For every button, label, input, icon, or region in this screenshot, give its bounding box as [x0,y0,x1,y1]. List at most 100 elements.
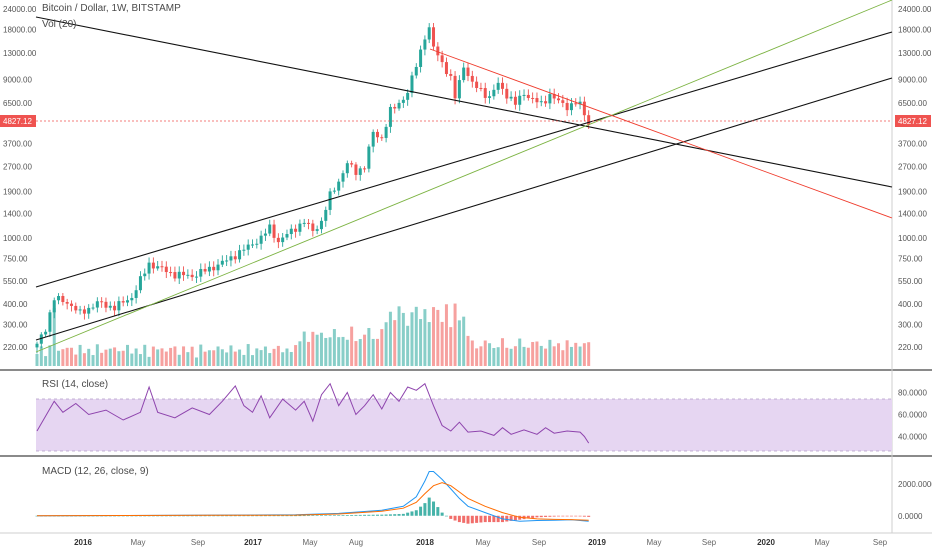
volume-bar [475,348,479,366]
volume-bar [39,346,43,366]
price-tick-left: 9000.00 [3,76,32,85]
candle-body [276,237,280,243]
volume-bar [281,352,285,366]
macd-histogram-bar [164,515,168,517]
macd-histogram-bar [479,515,483,523]
volume-bar [104,349,108,366]
candle-body [397,102,401,109]
macd-histogram-bar [307,515,311,517]
trendline-green[interactable] [35,0,893,353]
current-price-badge-left [0,115,36,127]
volume-bar [276,345,280,366]
macd-histogram-bar [410,511,414,516]
trendline-long-descending[interactable] [35,16,893,188]
volume-bar [449,327,453,366]
volume-bar [121,350,125,366]
macd-histogram-bar [354,514,358,516]
current-price-label-right: 4827.12 [898,117,927,126]
macd-histogram-bar [285,515,289,517]
macd-histogram-bar [324,515,328,516]
candle-body [242,249,246,251]
macd-histogram-bar [190,515,194,517]
volume-bar [207,350,211,366]
macd-histogram-bar [246,515,250,517]
candle-body [199,268,203,277]
candle-body [212,266,216,271]
candle-body [358,168,362,175]
candlesticks [35,22,591,354]
macd-histogram-bar [375,514,379,516]
price-tick-left: 2700.00 [3,162,32,171]
candle-body [470,75,474,82]
rsi-line [36,382,590,444]
time-tick: May [302,538,317,547]
macd-histogram-bar [173,515,177,517]
volume-bar [100,352,104,366]
price-ticks-right: 220.00 300.00 400.00 550.00 750.00 1000.00 140… [898,5,932,352]
time-tick: May [130,538,145,547]
volume-bar [427,322,431,366]
rsi-tick: 80.0000 [898,389,927,398]
price-tick-left: 400.00 [3,300,28,309]
macd-histogram-bar [182,515,186,517]
macd-histogram-bar [130,515,134,517]
candle-body [449,74,453,76]
candle-body [350,163,354,165]
trendline-channel-lower[interactable] [35,77,893,341]
candle-body [548,94,552,104]
volume-bar [522,346,526,366]
macd-histogram-bar [268,515,272,517]
volume-bar [444,304,448,366]
macd-histogram-bar [449,515,453,519]
trendline-channel-upper[interactable] [35,31,893,288]
current-price-label-left: 4827.12 [3,117,32,126]
volume-bar [345,339,349,366]
volume-bar [440,321,444,366]
candle-body [574,103,578,105]
macd-histogram-bar [488,515,492,523]
candle-body [134,290,138,298]
volume-bar [375,338,379,366]
macd-histogram-bar [470,515,474,524]
volume-bar [565,340,569,366]
trend-lines [35,0,893,353]
candle-body [156,266,160,269]
candle-body [535,98,539,103]
candle-body [57,296,61,301]
macd-histogram-bar [238,515,242,517]
volume-bar [212,350,216,366]
volume-bar [285,348,289,366]
candle-body [354,164,358,175]
macd-histogram-bar [367,514,371,516]
candle-body [414,66,418,76]
trendline-red-descending[interactable] [429,48,893,219]
price-tick-right: 750.00 [898,255,923,264]
macd-histogram-bar [419,506,423,516]
volume-bar [52,308,56,366]
candle-body [492,89,496,97]
candle-body [130,297,134,301]
macd-histogram-bar [298,515,302,517]
volume-bar [246,344,250,366]
candle-body [126,300,130,303]
volume-bar [113,347,117,366]
candle-body [263,233,267,236]
candle-body [143,273,147,277]
candle-body [160,266,164,268]
candle-body [216,264,220,271]
volume-bar [95,344,99,366]
volume-bar [315,334,319,366]
volume-bar [539,345,543,366]
volume-bar [78,344,82,366]
volume-label: Vol (20) [42,19,76,30]
volume-bar [587,342,591,366]
volume-bar [35,354,39,366]
volume-bar [414,306,418,366]
candle-body [302,222,306,224]
time-tick: 2019 [588,538,606,547]
price-tick-left: 220.00 [3,343,28,352]
candle-body [65,302,69,304]
macd-histogram-bar [380,514,384,516]
volume-bar [186,352,190,366]
